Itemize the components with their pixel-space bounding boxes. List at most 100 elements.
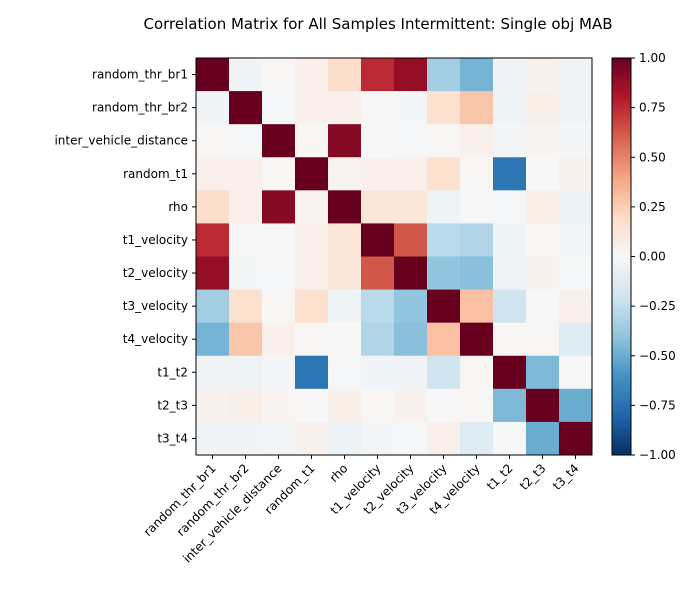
heatmap-cell: [394, 289, 428, 324]
heatmap-cell: [196, 223, 230, 257]
y-tick-label: t2_velocity: [123, 266, 188, 280]
heatmap-cell: [196, 157, 230, 191]
heatmap-cell: [460, 91, 494, 125]
heatmap-cell: [328, 58, 362, 92]
heatmap-cell: [328, 190, 362, 224]
colorbar-tick-label: 0.75: [639, 101, 666, 115]
y-tick-label: inter_vehicle_distance: [54, 134, 188, 148]
y-axis-ticks: random_thr_br1 random_thr_br2 inter_vehicl…: [54, 68, 196, 445]
heatmap-cell: [559, 256, 593, 290]
heatmap-cell: [196, 388, 230, 423]
heatmap-cell: [394, 223, 428, 257]
heatmap-cells: [196, 58, 593, 456]
heatmap-cell: [328, 157, 362, 191]
heatmap-cell: [493, 388, 527, 423]
heatmap-cell: [262, 388, 296, 423]
heatmap-cell: [427, 190, 461, 224]
heatmap-cell: [262, 322, 296, 357]
heatmap-cell: [262, 157, 296, 191]
heatmap-cell: [526, 322, 560, 357]
heatmap-cell: [394, 388, 428, 423]
heatmap-cell: [361, 256, 395, 290]
heatmap-cell: [460, 322, 494, 357]
heatmap-cell: [493, 421, 527, 456]
y-tick-label: t3_t4: [157, 431, 188, 445]
heatmap-cell: [196, 256, 230, 290]
heatmap-cell: [559, 157, 593, 191]
heatmap-cell: [427, 91, 461, 125]
heatmap-cell: [526, 58, 560, 92]
heatmap-cell: [394, 91, 428, 125]
heatmap-cell: [361, 223, 395, 257]
heatmap-cell: [361, 58, 395, 92]
heatmap-cell: [229, 157, 263, 191]
heatmap-cell: [427, 124, 461, 158]
heatmap-cell: [526, 421, 560, 456]
heatmap-cell: [526, 223, 560, 257]
heatmap-cell: [394, 58, 428, 92]
heatmap-cell: [460, 58, 494, 92]
heatmap-cell: [262, 124, 296, 158]
heatmap-cell: [196, 91, 230, 125]
heatmap-cell: [328, 223, 362, 257]
heatmap-cell: [493, 223, 527, 257]
x-tick-label: t1_t2: [484, 461, 516, 493]
heatmap-cell: [229, 190, 263, 224]
heatmap-cell: [295, 91, 329, 125]
heatmap-cell: [328, 91, 362, 125]
heatmap-cell: [526, 289, 560, 324]
heatmap-cell: [493, 289, 527, 324]
heatmap-cell: [493, 91, 527, 125]
heatmap-cell: [526, 157, 560, 191]
heatmap-cell: [295, 421, 329, 456]
heatmap-cell: [196, 58, 230, 92]
heatmap-cell: [460, 421, 494, 456]
heatmap-cell: [460, 289, 494, 324]
y-tick-label: random_t1: [123, 167, 188, 181]
heatmap-cell: [328, 124, 362, 158]
heatmap-cell: [460, 190, 494, 224]
colorbar-tick-label: −0.50: [639, 349, 676, 363]
heatmap-cell: [394, 421, 428, 456]
x-axis-ticks: random_thr_br1random_thr_br2inter_vehicl…: [141, 455, 582, 566]
heatmap-frame: [195, 57, 593, 456]
heatmap-cell: [559, 124, 593, 158]
heatmap-cell: [493, 124, 527, 158]
heatmap-cell: [460, 388, 494, 423]
heatmap-cell: [361, 190, 395, 224]
heatmap-cell: [295, 190, 329, 224]
heatmap-cell: [361, 421, 395, 456]
heatmap-cell: [295, 388, 329, 423]
heatmap-cell: [229, 355, 263, 390]
heatmap-cell: [394, 322, 428, 357]
colorbar: [611, 57, 632, 456]
heatmap-cell: [526, 256, 560, 290]
heatmap-cell: [427, 58, 461, 92]
heatmap-cell: [229, 223, 263, 257]
colorbar-tick-label: −0.75: [639, 398, 676, 412]
heatmap-cell: [460, 124, 494, 158]
heatmap-cell: [394, 355, 428, 390]
heatmap-cell: [394, 124, 428, 158]
heatmap-cell: [295, 157, 329, 191]
heatmap-cell: [460, 157, 494, 191]
heatmap-cell: [328, 421, 362, 456]
heatmap-cell: [196, 421, 230, 456]
heatmap-cell: [427, 223, 461, 257]
y-tick-label: random_thr_br1: [92, 68, 188, 82]
y-tick-label: t1_velocity: [123, 233, 188, 247]
heatmap-cell: [526, 124, 560, 158]
heatmap-cell: [427, 388, 461, 423]
heatmap-cell: [427, 421, 461, 456]
heatmap-cell: [262, 190, 296, 224]
heatmap-cell: [460, 256, 494, 290]
heatmap-cell: [328, 289, 362, 324]
heatmap-cell: [559, 223, 593, 257]
heatmap-cell: [493, 355, 527, 390]
heatmap-cell: [427, 355, 461, 390]
heatmap-cell: [229, 289, 263, 324]
heatmap-cell: [427, 322, 461, 357]
heatmap-cell: [460, 223, 494, 257]
heatmap-cell: [295, 322, 329, 357]
